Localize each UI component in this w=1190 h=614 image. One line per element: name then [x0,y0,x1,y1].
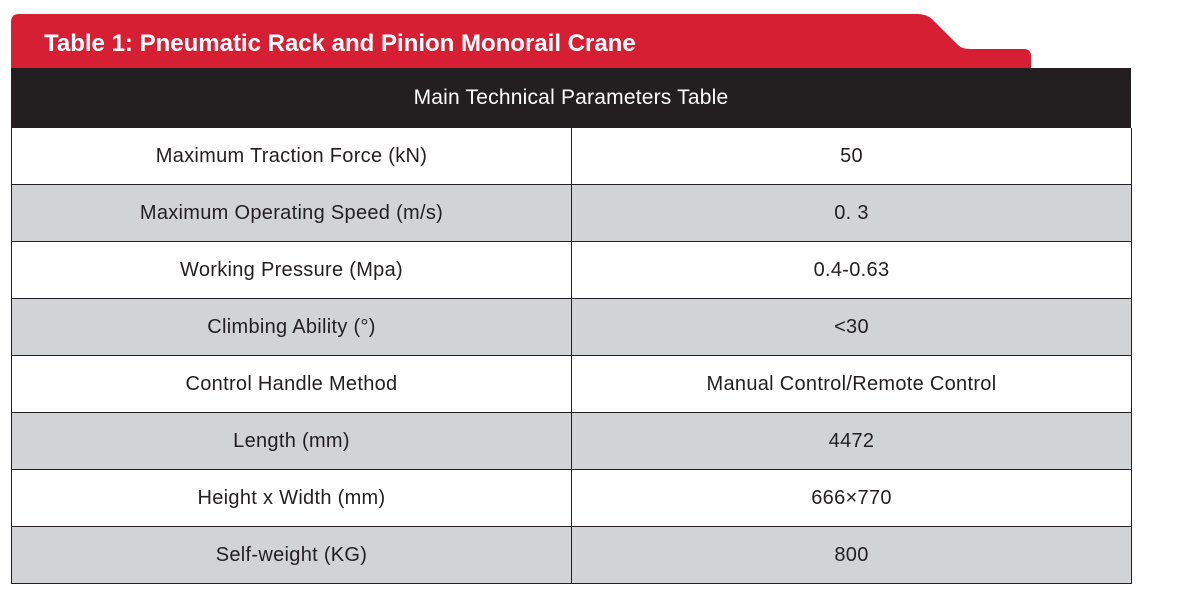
parameter-cell: Working Pressure (Mpa) [11,241,572,299]
table-row: Working Pressure (Mpa) 0.4-0.63 [11,241,1132,299]
value-cell: Manual Control/Remote Control [571,355,1132,413]
value-cell: <30 [571,298,1132,356]
parameter-cell: Control Handle Method [11,355,572,413]
table-row: Self-weight (KG) 800 [11,526,1132,584]
parameter-cell: Climbing Ability (°) [11,298,572,356]
table-row: Control Handle Method Manual Control/Rem… [11,355,1132,413]
value-cell: 0. 3 [571,184,1132,242]
value-cell: 50 [571,128,1132,185]
title-banner-shape [11,14,1031,68]
parameter-cell: Height x Width (mm) [11,469,572,527]
table-row: Climbing Ability (°) <30 [11,298,1132,356]
value-cell: 800 [571,526,1132,584]
parameter-cell: Self-weight (KG) [11,526,572,584]
value-cell: 666×770 [571,469,1132,527]
parameters-table: Main Technical Parameters Table Maximum … [11,68,1132,584]
page-title: Table 1: Pneumatic Rack and Pinion Monor… [44,30,636,57]
parameter-cell: Maximum Operating Speed (m/s) [11,184,572,242]
value-cell: 0.4-0.63 [571,241,1132,299]
table-row: Length (mm) 4472 [11,412,1132,470]
parameters-grid: Maximum Traction Force (kN) 50 Maximum O… [11,128,1132,584]
table-row: Maximum Operating Speed (m/s) 0. 3 [11,184,1132,242]
title-banner: Table 1: Pneumatic Rack and Pinion Monor… [0,0,1190,70]
table-header: Main Technical Parameters Table [11,68,1131,128]
table-row: Height x Width (mm) 666×770 [11,469,1132,527]
table-row: Maximum Traction Force (kN) 50 [11,128,1132,185]
parameter-cell: Maximum Traction Force (kN) [11,128,572,185]
parameter-cell: Length (mm) [11,412,572,470]
value-cell: 4472 [571,412,1132,470]
